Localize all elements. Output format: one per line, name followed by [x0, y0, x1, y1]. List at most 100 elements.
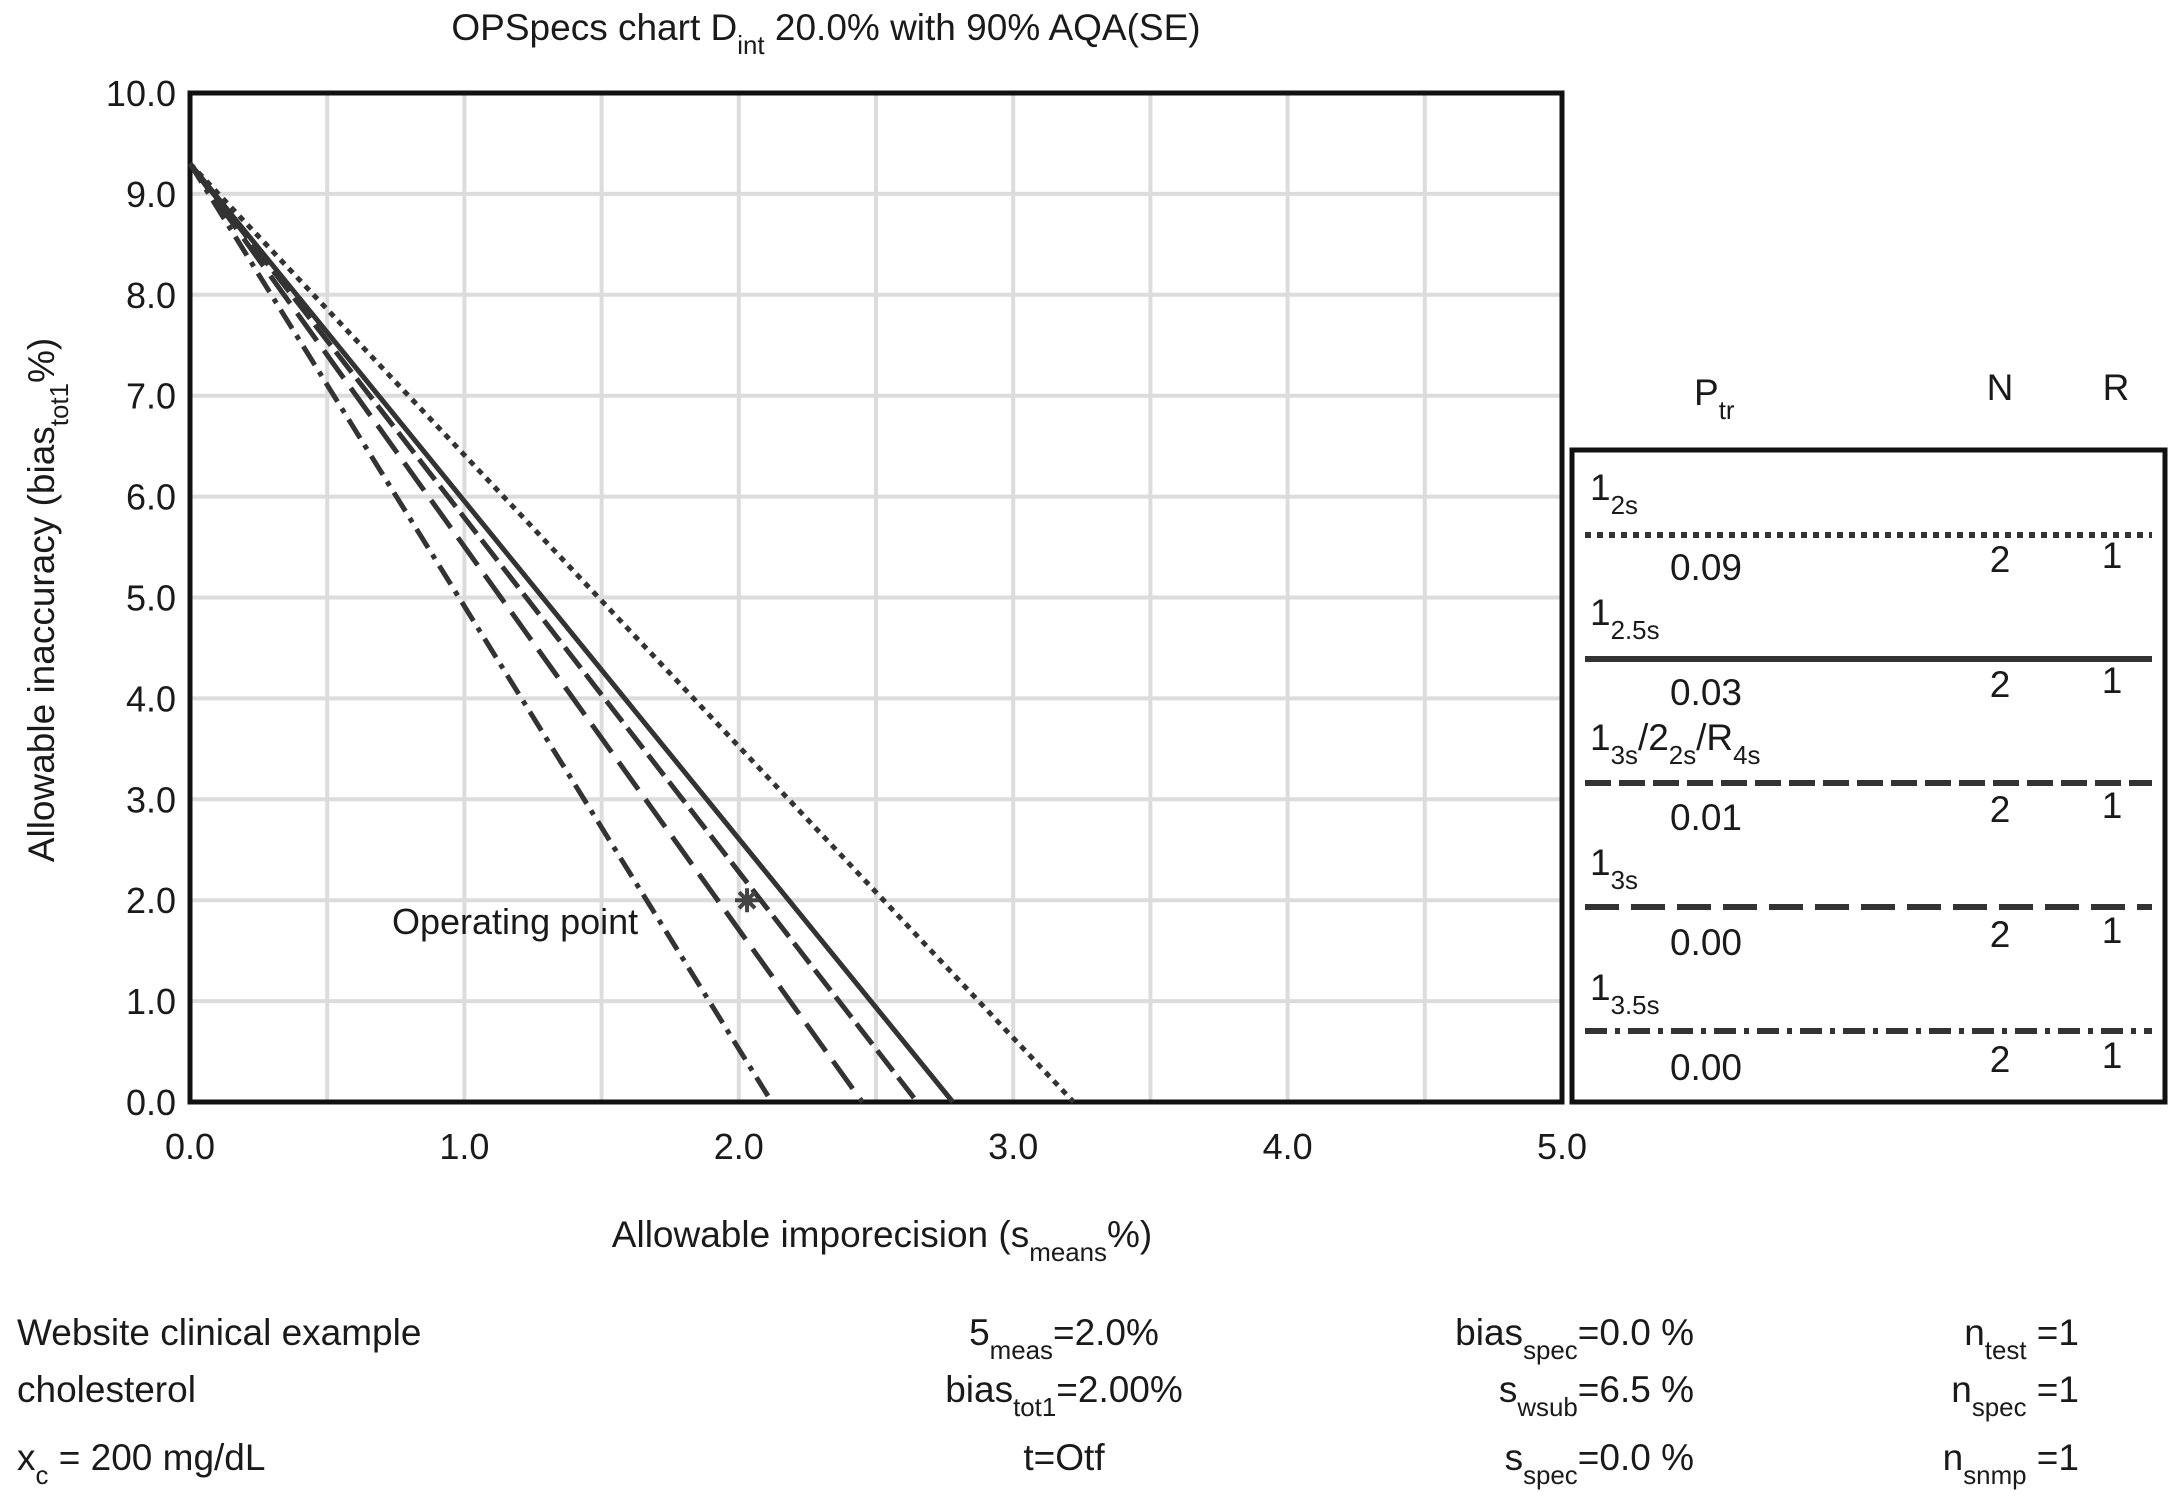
y-tick-label: 10.0 — [106, 73, 176, 114]
text-part: = 200 mg/dL — [48, 1437, 265, 1478]
text-part: n — [1943, 1437, 1964, 1478]
legend-n: 2 — [1990, 789, 2011, 830]
subscript: meas — [990, 1337, 1053, 1365]
legend-label: 13s — [1590, 842, 1638, 895]
legend-r: 1 — [2102, 1035, 2123, 1076]
legend-r: 1 — [2102, 910, 2123, 951]
note: ntest =1 — [1964, 1312, 2079, 1365]
legend-n: 2 — [1990, 539, 2011, 580]
text-part: 1 — [1590, 467, 1611, 508]
series-line — [188, 162, 955, 1104]
subscript: snmp — [1963, 1462, 2026, 1490]
legend-label: 12s — [1590, 467, 1638, 520]
y-tick-label: 2.0 — [126, 880, 176, 921]
subscript: 3s — [1611, 742, 1638, 770]
subscript: wsub — [1516, 1394, 1577, 1422]
y-tick-label: 5.0 — [126, 578, 176, 619]
text-part: =0.0 % — [1578, 1437, 1694, 1478]
y-tick-label: 8.0 — [126, 275, 176, 316]
text-part: 1 — [1590, 842, 1611, 883]
subscript: spec — [1972, 1394, 2027, 1422]
note: Website clinical example — [17, 1312, 421, 1353]
note: cholesterol — [17, 1369, 196, 1410]
text-part: /R — [1696, 717, 1733, 758]
plot-frame — [187, 90, 1565, 1105]
y-tick-label: 6.0 — [126, 477, 176, 518]
text-part: =1 — [2027, 1312, 2079, 1353]
legend-header: R — [2103, 367, 2130, 408]
text-part: n — [1964, 1312, 1985, 1353]
y-tick-label: 3.0 — [126, 779, 176, 820]
series-line — [187, 162, 774, 1104]
subscript: 3.5s — [1611, 992, 1660, 1020]
legend-ptr: 0.03 — [1670, 672, 1742, 713]
note: nspec =1 — [1951, 1369, 2079, 1422]
text-part: 1 — [1590, 717, 1611, 758]
subscript: spec — [1523, 1337, 1578, 1365]
note: nsnmp =1 — [1943, 1437, 2079, 1490]
note: 5meas=2.0% — [969, 1312, 1159, 1365]
x-tick-label: 2.0 — [714, 1126, 764, 1167]
text-part: =2.00% — [1056, 1369, 1183, 1410]
legend-header: Ptr — [1694, 372, 1735, 425]
legend-label: 13s/22s/R4s — [1590, 717, 1761, 770]
legend-r: 1 — [2102, 785, 2123, 826]
text-part: P — [1694, 372, 1719, 413]
text-part: bias — [1455, 1312, 1523, 1353]
text-part: =1 — [2027, 1437, 2079, 1478]
subscript: tot1 — [1013, 1394, 1056, 1422]
text-part: =0.0 % — [1578, 1312, 1694, 1353]
legend-ptr: 0.00 — [1670, 922, 1742, 963]
legend-r: 1 — [2102, 535, 2123, 576]
text-part: Allowable imporecision (s — [612, 1214, 1029, 1255]
subscript: 3s — [1611, 867, 1638, 895]
text-part: 1 — [1590, 967, 1611, 1008]
text-part: n — [1951, 1369, 1972, 1410]
y-tick-label: 9.0 — [126, 174, 176, 215]
text-part: OPSpecs chart D — [451, 7, 737, 48]
subscript: tot1 — [46, 383, 74, 426]
text-part: x — [17, 1437, 36, 1478]
note: swsub=6.5 % — [1499, 1369, 1694, 1422]
legend-n: 2 — [1990, 1039, 2011, 1080]
legend-header: N — [1987, 367, 2014, 408]
text-part: bias — [945, 1369, 1013, 1410]
subscript: 2s — [1669, 742, 1696, 770]
legend-label: 12.5s — [1590, 592, 1660, 645]
subscript: means — [1029, 1239, 1107, 1267]
note: biastot1=2.00% — [945, 1369, 1183, 1422]
subscript: 4s — [1733, 742, 1760, 770]
series-line — [188, 161, 1076, 1104]
legend-ptr: 0.01 — [1670, 797, 1742, 838]
y-tick-label: 7.0 — [126, 376, 176, 417]
text-part: 5 — [969, 1312, 990, 1353]
x-tick-label: 3.0 — [988, 1126, 1038, 1167]
note: t=Otf — [1023, 1437, 1105, 1478]
legend-ptr: 0.09 — [1670, 547, 1742, 588]
x-axis-label: Allowable imporecision (smeans%) — [612, 1214, 1152, 1267]
text-part: s — [1505, 1437, 1524, 1478]
legend-box — [1569, 447, 2168, 1105]
text-part: =2.0% — [1053, 1312, 1159, 1353]
subscript: 2.5s — [1611, 617, 1660, 645]
legend-r: 1 — [2102, 660, 2123, 701]
y-tick-label: 4.0 — [126, 678, 176, 719]
note: sspec=0.0 % — [1505, 1437, 1694, 1490]
y-tick-label: 1.0 — [126, 981, 176, 1022]
text-part: Allowable inaccuracy (bias — [21, 426, 62, 862]
subscript: int — [737, 32, 764, 60]
note: biasspec=0.0 % — [1455, 1312, 1694, 1365]
x-tick-label: 4.0 — [1263, 1126, 1313, 1167]
subscript: c — [36, 1462, 49, 1490]
legend-n: 2 — [1990, 664, 2011, 705]
legend-n: 2 — [1990, 914, 2011, 955]
subscript: tr — [1719, 397, 1735, 425]
series-line — [187, 162, 865, 1104]
text-part: s — [1499, 1369, 1518, 1410]
series-line — [188, 162, 920, 1104]
subscript: spec — [1523, 1462, 1578, 1490]
text-part: /2 — [1638, 717, 1669, 758]
text-part: =6.5 % — [1578, 1369, 1694, 1410]
y-axis-label: Allowable inaccuracy (biastot1%) — [21, 338, 74, 862]
